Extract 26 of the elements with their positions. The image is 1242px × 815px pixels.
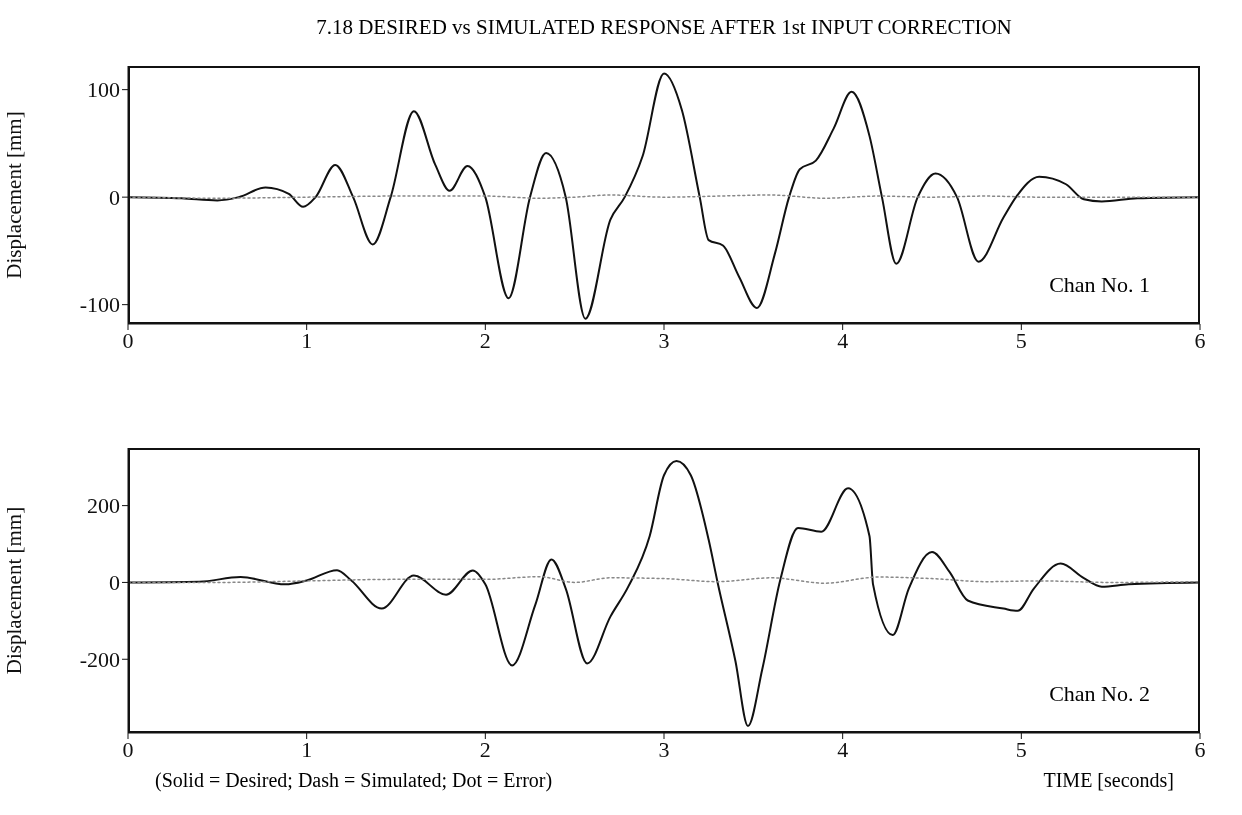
y-tick-label: -200 (79, 647, 120, 673)
y-axis-title: Displacement [mm] (2, 506, 27, 675)
y-tick-label: 0 (109, 184, 120, 210)
x-tick-label: 2 (479, 736, 491, 762)
y-tick-label: 0 (109, 570, 120, 596)
x-tick-label: 6 (1194, 327, 1206, 353)
x-tick-label: 1 (301, 736, 313, 762)
x-tick-label: 6 (1194, 736, 1206, 762)
text: (Solid = Desired; Dash = Simulated; Dot = Error) (155, 769, 553, 792)
y-tick-label: -100 (79, 292, 120, 318)
x-tick-label: 4 (837, 327, 849, 353)
x-tick-label: 1 (301, 327, 313, 353)
y-tick-label: 100 (87, 77, 120, 103)
y-axis-title: Displacement [mm] (2, 111, 27, 279)
x-tick-label: 3 (658, 327, 670, 353)
line-series (128, 575, 1200, 584)
x-axis-title: TIME [seconds] (1043, 769, 1174, 792)
x-tick-label: 2 (479, 327, 491, 353)
annotation: Chan No. 2 (1049, 681, 1150, 707)
y-tick-label: 200 (87, 493, 120, 519)
chart-title: 7.18 DESIRED vs SIMULATED RESPONSE AFTER 1st INPUT CORRECTION (315, 15, 1013, 40)
annotation: Chan No. 1 (1049, 272, 1150, 298)
x-tick-label: 3 (658, 736, 670, 762)
x-tick-label: 5 (1015, 327, 1027, 353)
x-tick-label: 5 (1015, 736, 1027, 762)
x-tick-label: 4 (837, 736, 849, 762)
